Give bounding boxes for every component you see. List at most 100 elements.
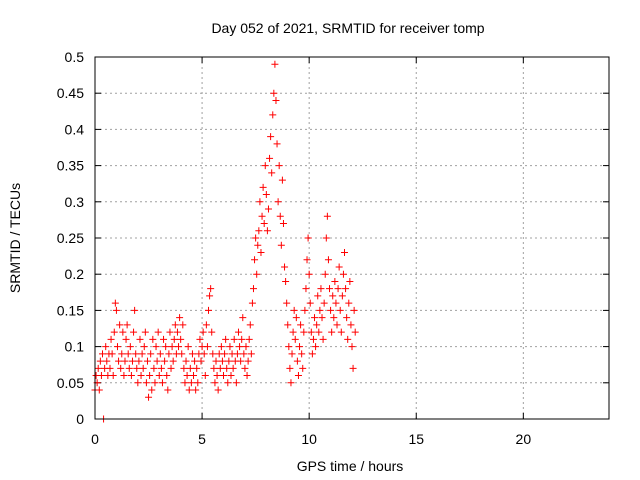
y-tick-label: 0.25 [57,230,84,246]
chart-title: Day 052 of 2021, SRMTID for receiver tom… [211,20,484,36]
data-point [260,220,268,228]
data-point [121,357,129,365]
data-point [236,343,244,351]
data-point [163,372,171,380]
data-point [283,299,291,307]
data-point [170,335,178,343]
data-point [308,350,316,358]
data-point [209,350,217,358]
data-point [135,357,143,365]
data-point [229,364,237,372]
data-point [343,314,351,322]
data-point [284,321,292,329]
data-point [238,335,246,343]
data-point [119,328,127,336]
data-point [329,292,337,300]
data-point [261,162,269,170]
y-tick-label: 0.3 [65,194,85,210]
data-point [115,357,123,365]
data-point [328,328,336,336]
data-point [324,256,332,264]
data-point [126,343,134,351]
data-point [167,364,175,372]
data-point [249,285,257,293]
data-point [226,343,234,351]
data-point [262,191,270,199]
data-point [184,343,192,351]
data-point [239,314,247,322]
data-point [314,292,322,300]
data-point [277,241,285,249]
data-point [188,350,196,358]
data-point [211,379,219,387]
y-axis-label: SRMTID / TECUs [7,183,23,293]
data-point [273,140,281,148]
data-point [155,372,163,380]
y-tick-label: 0.15 [57,302,84,318]
data-point [247,350,255,358]
data-point [322,234,330,242]
data-point [293,357,301,365]
data-point [214,386,222,394]
data-point [240,350,248,358]
data-point [281,263,289,271]
data-point [162,343,170,351]
data-point [288,350,296,358]
data-point [107,335,115,343]
data-point [302,285,310,293]
data-point [266,154,274,162]
data-point [336,306,344,314]
data-point [252,234,260,242]
data-point [270,89,278,97]
data-point [350,306,358,314]
data-point [282,277,290,285]
data-point [268,169,276,177]
y-tick-label: 0 [76,411,84,427]
data-point [224,379,232,387]
data-point [161,357,169,365]
data-point [313,321,321,329]
data-point [332,299,340,307]
data-point [118,350,126,358]
data-point [146,372,154,380]
data-point [230,335,238,343]
data-point [180,364,188,372]
data-point [168,343,176,351]
data-point [158,379,166,387]
data-point [173,328,181,336]
data-point [222,335,230,343]
data-point [185,386,193,394]
data-point [321,270,329,278]
x-tick-label: 10 [301,431,317,447]
data-point [234,328,242,336]
data-point [110,328,118,336]
data-point [312,343,320,351]
data-point [106,364,114,372]
data-point [290,306,298,314]
data-point [309,335,317,343]
data-point [178,350,186,358]
x-tick-label: 20 [516,431,532,447]
data-point [267,133,275,141]
grid-lines [95,57,609,419]
data-point [108,350,116,358]
data-point [153,357,161,365]
data-point [264,205,272,213]
data-point [199,328,207,336]
x-axis-label: GPS time / hours [297,458,404,474]
data-point [330,314,338,322]
data-point [98,350,106,358]
data-point [187,379,195,387]
data-point [217,343,225,351]
data-point [138,350,146,358]
data-point [220,372,227,380]
data-point [245,335,253,343]
data-point [289,328,297,336]
data-point [97,372,105,380]
data-point [139,364,147,372]
data-point [275,162,283,170]
plot-frame [94,56,610,420]
data-point [128,357,136,365]
data-point [95,386,103,394]
data-point [297,321,305,329]
